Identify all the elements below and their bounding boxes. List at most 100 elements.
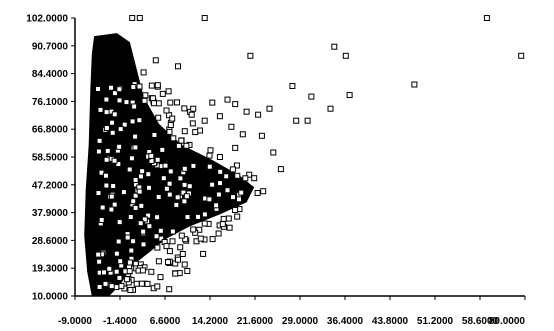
- fringe-point: [96, 137, 103, 144]
- fringe-point: [217, 168, 224, 175]
- fringe-point: [166, 128, 173, 135]
- fringe-point: [170, 135, 177, 142]
- fringe-point: [96, 258, 103, 265]
- scatter-point: [209, 99, 216, 106]
- fringe-point: [149, 95, 156, 102]
- x-tick-label: 80.0000: [489, 316, 526, 327]
- scatter-point: [224, 96, 231, 103]
- scatter-point: [175, 63, 181, 70]
- fringe-point: [148, 152, 155, 159]
- y-tick-label: 37.9000: [32, 208, 69, 219]
- fringe-point: [169, 238, 176, 245]
- fringe-point: [217, 180, 223, 187]
- fringe-point: [148, 82, 155, 89]
- fringe-point: [165, 259, 171, 266]
- fringe-point: [108, 84, 114, 91]
- scatter-point: [201, 117, 208, 124]
- fringe-point: [232, 207, 239, 213]
- fringe-point: [136, 117, 143, 124]
- fringe-point: [141, 216, 148, 223]
- fringe-point: [97, 106, 104, 113]
- fringe-point: [174, 99, 180, 106]
- fringe-point: [181, 198, 188, 205]
- fringe-point: [140, 228, 147, 235]
- fringe-point: [108, 206, 115, 213]
- fringe-point: [219, 221, 226, 228]
- dense-point-cloud: [84, 33, 267, 296]
- fringe-point: [206, 163, 213, 170]
- scatter-point: [251, 175, 258, 182]
- fringe-point: [226, 224, 233, 231]
- fringe-point: [209, 236, 216, 243]
- fringe-point: [167, 168, 174, 175]
- fringe-point: [101, 269, 107, 276]
- scatter-point: [293, 117, 300, 124]
- fringe-point: [189, 120, 196, 127]
- fringe-point: [123, 276, 130, 283]
- fringe-point: [126, 166, 133, 173]
- fringe-point: [215, 191, 222, 198]
- fringe-point: [95, 251, 102, 258]
- fringe-point: [128, 155, 135, 162]
- fringe-point: [154, 156, 161, 163]
- fringe-point: [181, 105, 188, 112]
- fringe-point: [163, 107, 170, 114]
- fringe-point: [138, 202, 145, 209]
- fringe-point: [146, 223, 153, 230]
- fringe-point: [225, 215, 232, 222]
- fringe-point: [184, 268, 191, 274]
- fringe-point: [99, 204, 106, 211]
- fringe-point: [95, 190, 102, 196]
- fringe-point: [128, 247, 135, 254]
- fringe-point: [95, 148, 102, 155]
- x-tick-label: 29.0000: [282, 316, 319, 327]
- fringe-point: [181, 261, 188, 268]
- x-tick-label: -9.0000: [58, 316, 92, 327]
- fringe-point: [103, 125, 110, 131]
- fringe-point: [166, 248, 173, 255]
- fringe-point: [108, 283, 115, 290]
- fringe-point: [116, 97, 123, 104]
- fringe-point: [169, 115, 176, 122]
- y-tick-label: 102.0000: [26, 14, 68, 25]
- x-tick-label: 51.2000: [417, 316, 454, 327]
- fringe-point: [209, 181, 216, 188]
- fringe-point: [162, 162, 169, 169]
- fringe-point: [139, 168, 146, 175]
- fringe-point: [111, 201, 118, 208]
- fringe-point: [179, 251, 186, 257]
- scatter-point: [224, 187, 231, 194]
- fringe-point: [110, 183, 117, 189]
- fringe-point: [121, 121, 128, 128]
- scatter-point: [220, 215, 227, 222]
- scatter-point: [239, 131, 246, 138]
- x-tick-label: 43.8000: [372, 316, 409, 327]
- fringe-point: [192, 129, 199, 136]
- fringe-point: [115, 161, 122, 167]
- fringe-point: [154, 283, 161, 290]
- fringe-point: [116, 219, 123, 226]
- fringe-point: [163, 185, 170, 192]
- fringe-point: [159, 146, 166, 153]
- fringe-point: [159, 90, 166, 97]
- scatter-point: [289, 83, 296, 89]
- fringe-point: [169, 228, 176, 235]
- fringe-point: [215, 230, 222, 237]
- scatter-point: [346, 92, 353, 99]
- fringe-point: [175, 142, 182, 149]
- fringe-point: [141, 97, 148, 104]
- fringe-point: [173, 201, 180, 208]
- scatter-point: [148, 268, 155, 275]
- fringe-point: [104, 147, 111, 154]
- fringe-point: [140, 241, 147, 248]
- fringe-point: [174, 194, 181, 201]
- fringe-point: [166, 286, 173, 293]
- scatter-point: [175, 256, 181, 263]
- fringe-point: [167, 122, 174, 128]
- fringe-point: [177, 175, 184, 182]
- fringe-point: [116, 143, 123, 150]
- fringe-point: [145, 171, 152, 178]
- fringe-point: [103, 172, 109, 179]
- fringe-point: [172, 270, 179, 277]
